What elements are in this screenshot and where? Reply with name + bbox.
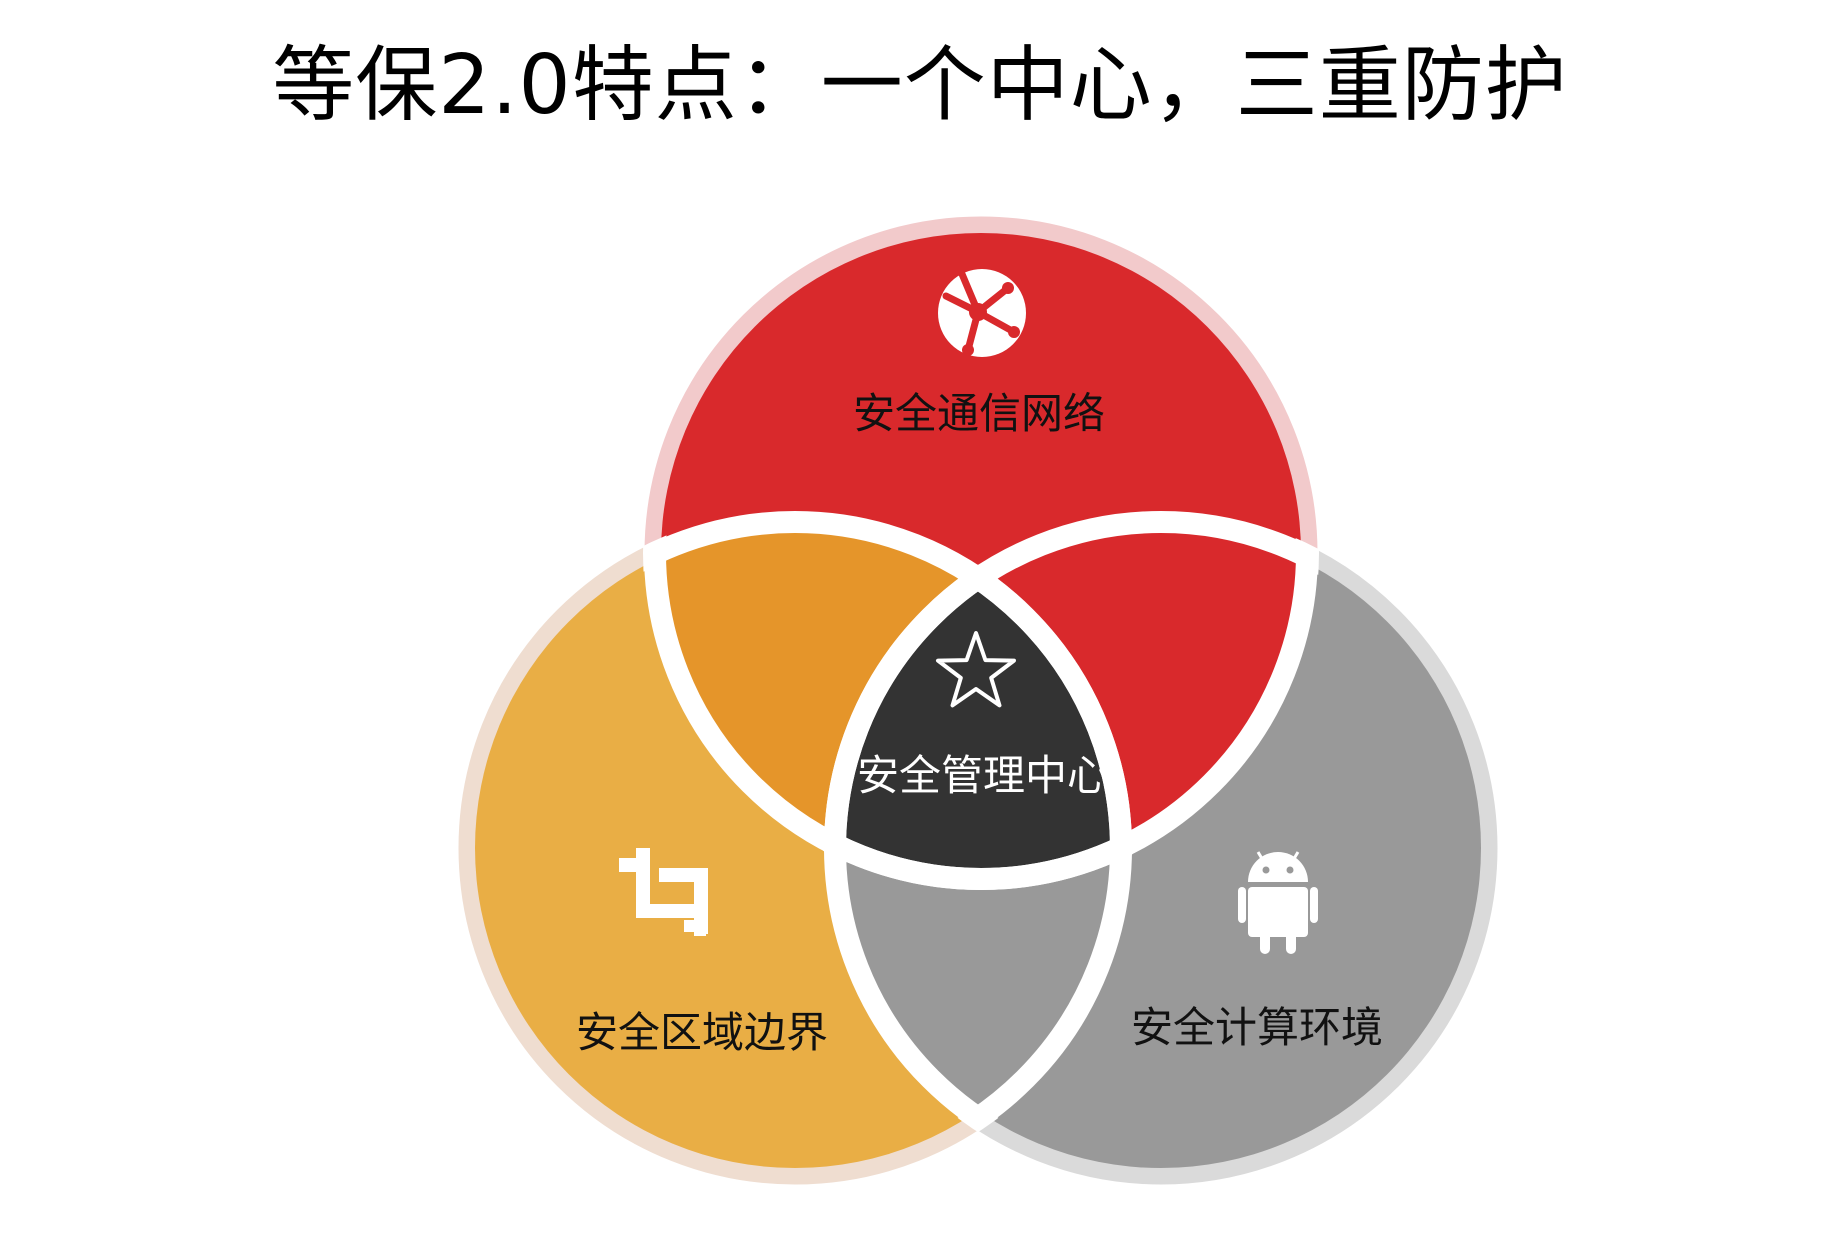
top-region-label: 安全通信网络	[853, 389, 1105, 438]
left-region-label: 安全区域边界	[576, 1008, 828, 1057]
star-icon	[936, 631, 1016, 708]
right-region-label: 安全计算环境	[1131, 1003, 1383, 1052]
android-icon	[1238, 851, 1318, 954]
crop-icon	[619, 848, 708, 936]
network-globe-icon	[938, 269, 1026, 357]
center-region-label: 安全管理中心	[857, 751, 1109, 800]
page-title: 等保2.0特点：一个中心，三重防护	[272, 38, 1568, 133]
